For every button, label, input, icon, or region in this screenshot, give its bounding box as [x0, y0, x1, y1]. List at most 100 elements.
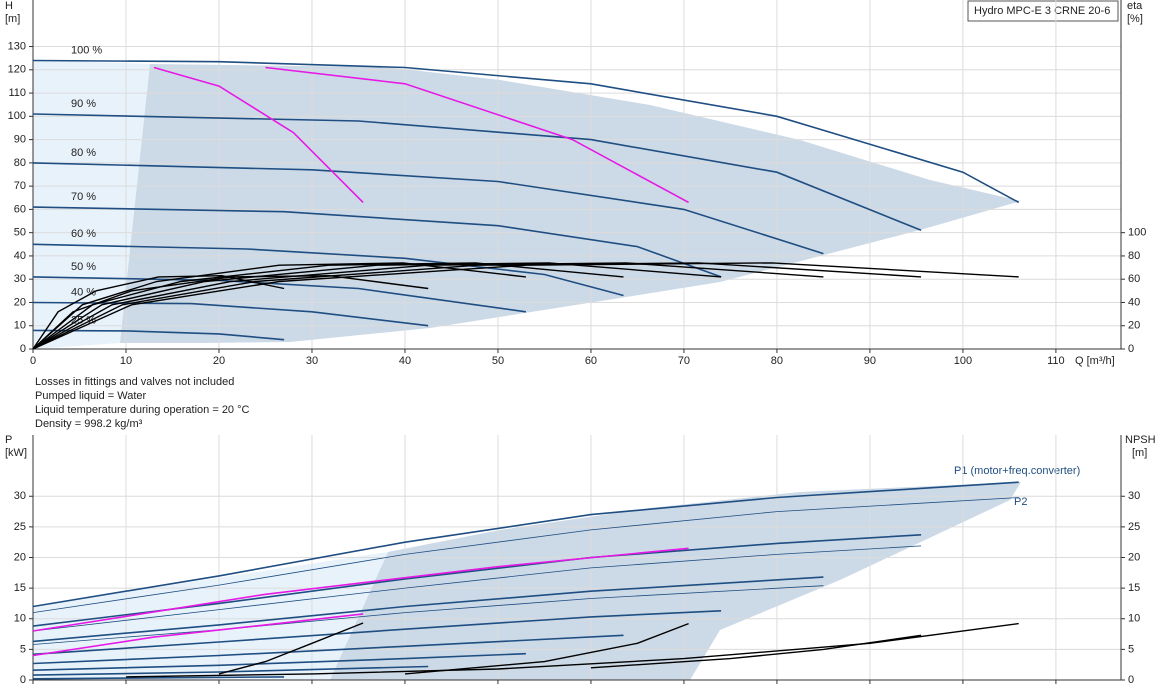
y-tick-label: 40	[14, 250, 26, 262]
curve	[32, 262, 824, 350]
y-tick-label: 80	[14, 157, 26, 169]
y-tick-label: 30	[14, 490, 26, 502]
curve	[32, 576, 824, 643]
y2-tick-label: 60	[1128, 273, 1140, 285]
curve	[32, 262, 722, 350]
y-tick-label: 15	[14, 582, 26, 594]
operating-region	[120, 64, 1021, 343]
curve	[32, 610, 722, 656]
curve	[32, 545, 922, 632]
y2-tick-label: 25	[1128, 521, 1140, 533]
y2-tick-label: 20	[1128, 320, 1140, 332]
curve-label: 70 %	[71, 191, 96, 203]
y-tick-label: 130	[8, 40, 26, 52]
x-tick-label: 0	[30, 355, 36, 367]
x-tick-label: 10	[120, 355, 132, 367]
x-tick-label: 70	[678, 355, 690, 367]
note: Density = 998.2 kg/m³	[35, 418, 143, 430]
y-tick-label: 25	[14, 521, 26, 533]
y-tick-label: 5	[20, 643, 26, 655]
curve	[32, 585, 824, 645]
curve	[32, 59, 1020, 204]
title: Hydro MPC-E 3 CRNE 20-6	[974, 5, 1110, 17]
curve	[32, 634, 624, 665]
note: Losses in fittings and valves not includ…	[35, 376, 234, 388]
curve	[404, 622, 689, 675]
curve	[218, 622, 364, 675]
y2-tick-label: 80	[1128, 250, 1140, 262]
curve	[32, 274, 285, 350]
title-box	[967, 0, 1119, 22]
curve	[32, 262, 922, 350]
curve	[32, 613, 364, 657]
annotation: P2	[1014, 496, 1027, 508]
curve	[32, 497, 1019, 613]
y-tick-label: 70	[14, 180, 26, 192]
y-tick-label: 0	[20, 343, 26, 355]
y2-tick-label: 100	[1128, 227, 1146, 239]
curve	[32, 262, 624, 350]
curve	[590, 634, 922, 669]
note: Liquid temperature during operation = 20…	[35, 404, 250, 416]
curve	[32, 329, 285, 341]
curve	[125, 622, 1019, 678]
y2-tick-label: 0	[1128, 674, 1134, 686]
operating-region	[330, 482, 1021, 680]
curve	[265, 66, 689, 204]
y2-label: NPSH	[1125, 434, 1156, 446]
curve	[153, 66, 364, 203]
y-tick-label: 100	[8, 110, 26, 122]
curve	[32, 676, 285, 680]
x-tick-label: 30	[306, 355, 318, 367]
y-tick-label: 60	[14, 203, 26, 215]
curve	[32, 665, 429, 676]
y2-tick-label: 20	[1128, 551, 1140, 563]
y-label: P	[5, 434, 12, 446]
curve	[32, 206, 722, 278]
curve	[32, 243, 624, 297]
curve	[32, 274, 429, 350]
x-tick-label: 80	[771, 355, 783, 367]
y-tick-label: 0	[20, 674, 26, 686]
y-tick-label: 30	[14, 273, 26, 285]
x-tick-label: 90	[864, 355, 876, 367]
y-tick-label: 50	[14, 227, 26, 239]
y2-unit: [m]	[1132, 447, 1147, 459]
y-tick-label: 20	[14, 551, 26, 563]
y-tick-label: 10	[14, 613, 26, 625]
x-label: Q [m³/h]	[1075, 355, 1115, 367]
y2-tick-label: 30	[1128, 490, 1140, 502]
y-tick-label: 90	[14, 134, 26, 146]
x-tick-label: 50	[492, 355, 504, 367]
curve	[32, 547, 689, 632]
curve	[32, 276, 527, 313]
y-tick-label: 110	[8, 87, 26, 99]
y-unit: [kW]	[5, 447, 27, 459]
x-tick-label: 40	[399, 355, 411, 367]
y-unit: [m]	[5, 13, 20, 25]
curve-label: 50 %	[71, 261, 96, 273]
y2-tick-label: 0	[1128, 343, 1134, 355]
curve	[32, 481, 1019, 608]
x-tick-label: 100	[954, 355, 972, 367]
y2-tick-label: 5	[1128, 643, 1134, 655]
annotation: P1 (motor+freq.converter)	[954, 465, 1080, 477]
y2-tick-label: 15	[1128, 582, 1140, 594]
y2-label: eta	[1127, 0, 1143, 12]
note: Pumped liquid = Water	[35, 390, 147, 402]
curve	[32, 652, 526, 671]
curve	[32, 262, 526, 350]
curve-label: 40 %	[71, 286, 96, 298]
curve-label: 100 %	[71, 44, 102, 56]
curve-label: 90 %	[71, 98, 96, 110]
curve-label: 80 %	[71, 147, 96, 159]
y2-tick-label: 10	[1128, 613, 1140, 625]
x-tick-label: 110	[1047, 355, 1065, 367]
curve	[32, 162, 824, 255]
curve	[32, 262, 1019, 350]
curve-label: 60 %	[71, 228, 96, 240]
y2-tick-label: 40	[1128, 296, 1140, 308]
y-tick-label: 120	[8, 64, 26, 76]
curve	[32, 113, 922, 232]
